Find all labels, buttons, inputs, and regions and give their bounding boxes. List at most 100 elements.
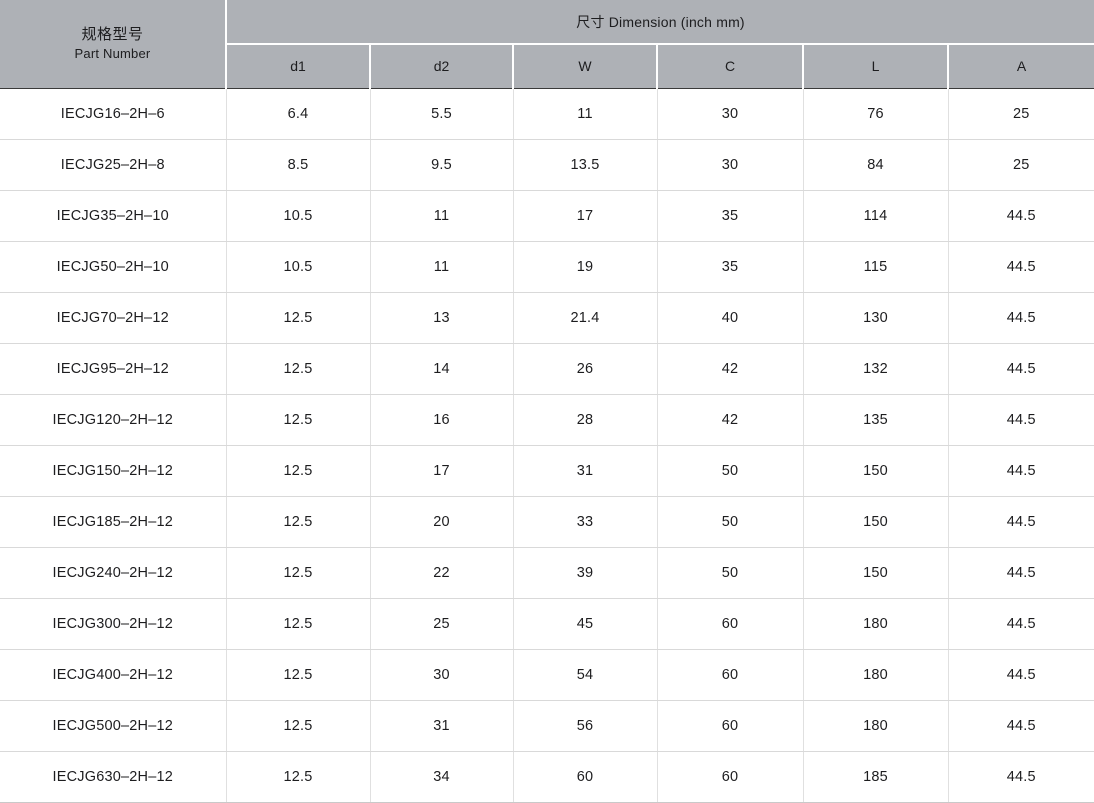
header-dimension-group: 尺寸 Dimension (inch mm) (226, 0, 1094, 45)
cell-part-number: IECJG400–2H–12 (0, 649, 227, 701)
cell-w: 13.5 (513, 139, 658, 191)
cell-d2: 22 (370, 547, 514, 599)
cell-w: 17 (513, 190, 658, 242)
cell-part-number: IECJG16–2H–6 (0, 88, 227, 140)
table-row: IECJG500–2H–12 12.5 31 56 60 180 44.5 (0, 700, 1094, 752)
cell-l: 180 (803, 649, 949, 701)
cell-d1: 12.5 (226, 496, 371, 548)
cell-w: 21.4 (513, 292, 658, 344)
cell-d1: 12.5 (226, 292, 371, 344)
cell-c: 60 (657, 751, 804, 803)
cell-d2: 34 (370, 751, 514, 803)
cell-a: 44.5 (948, 496, 1094, 548)
cell-l: 114 (803, 190, 949, 242)
cell-part-number: IECJG120–2H–12 (0, 394, 227, 446)
table-row: IECJG185–2H–12 12.5 20 33 50 150 44.5 (0, 496, 1094, 548)
cell-part-number: IECJG240–2H–12 (0, 547, 227, 599)
cell-d1: 12.5 (226, 343, 371, 395)
cell-d1: 10.5 (226, 190, 371, 242)
cell-a: 44.5 (948, 649, 1094, 701)
table-row: IECJG95–2H–12 12.5 14 26 42 132 44.5 (0, 343, 1094, 395)
cell-part-number: IECJG150–2H–12 (0, 445, 227, 497)
cell-a: 44.5 (948, 394, 1094, 446)
cell-part-number: IECJG95–2H–12 (0, 343, 227, 395)
cell-a: 25 (948, 139, 1094, 191)
cell-d1: 12.5 (226, 700, 371, 752)
cell-d1: 10.5 (226, 241, 371, 293)
cell-a: 44.5 (948, 343, 1094, 395)
cell-c: 50 (657, 445, 804, 497)
cell-w: 54 (513, 649, 658, 701)
cell-d1: 12.5 (226, 751, 371, 803)
cell-d1: 12.5 (226, 547, 371, 599)
cell-c: 50 (657, 496, 804, 548)
cell-a: 44.5 (948, 292, 1094, 344)
cell-c: 35 (657, 241, 804, 293)
cell-w: 26 (513, 343, 658, 395)
cell-d2: 5.5 (370, 88, 514, 140)
header-col-a: A (948, 44, 1094, 89)
cell-part-number: IECJG300–2H–12 (0, 598, 227, 650)
cell-a: 44.5 (948, 190, 1094, 242)
cell-d1: 12.5 (226, 598, 371, 650)
cell-d1: 8.5 (226, 139, 371, 191)
cell-d2: 16 (370, 394, 514, 446)
cell-d2: 20 (370, 496, 514, 548)
cell-w: 31 (513, 445, 658, 497)
cell-d2: 11 (370, 190, 514, 242)
table-row: IECJG300–2H–12 12.5 25 45 60 180 44.5 (0, 598, 1094, 650)
cell-l: 150 (803, 547, 949, 599)
cell-part-number: IECJG630–2H–12 (0, 751, 227, 803)
table-row: IECJG70–2H–12 12.5 13 21.4 40 130 44.5 (0, 292, 1094, 344)
cell-w: 39 (513, 547, 658, 599)
table-row: IECJG25–2H–8 8.5 9.5 13.5 30 84 25 (0, 139, 1094, 191)
cell-w: 28 (513, 394, 658, 446)
table-row: IECJG630–2H–12 12.5 34 60 60 185 44.5 (0, 751, 1094, 803)
cell-part-number: IECJG25–2H–8 (0, 139, 227, 191)
cell-w: 45 (513, 598, 658, 650)
cell-d2: 14 (370, 343, 514, 395)
header-part-number-cn: 规格型号 (81, 25, 144, 43)
header-col-l: L (803, 44, 949, 89)
cell-part-number: IECJG500–2H–12 (0, 700, 227, 752)
cell-d2: 17 (370, 445, 514, 497)
table-row: IECJG240–2H–12 12.5 22 39 50 150 44.5 (0, 547, 1094, 599)
cell-w: 33 (513, 496, 658, 548)
cell-d2: 31 (370, 700, 514, 752)
cell-w: 11 (513, 88, 658, 140)
cell-part-number: IECJG70–2H–12 (0, 292, 227, 344)
cell-d2: 11 (370, 241, 514, 293)
table-row: IECJG150–2H–12 12.5 17 31 50 150 44.5 (0, 445, 1094, 497)
cell-a: 44.5 (948, 751, 1094, 803)
header-col-d1: d1 (226, 44, 371, 89)
cell-l: 84 (803, 139, 949, 191)
header-row-group: 规格型号 Part Number 尺寸 Dimension (inch mm) (0, 0, 1094, 89)
cell-l: 115 (803, 241, 949, 293)
table-row: IECJG35–2H–10 10.5 11 17 35 114 44.5 (0, 190, 1094, 242)
cell-a: 44.5 (948, 700, 1094, 752)
cell-w: 56 (513, 700, 658, 752)
header-row-columns: d1 d2 W C L A (0, 44, 1094, 89)
cell-c: 60 (657, 598, 804, 650)
cell-d2: 13 (370, 292, 514, 344)
cell-a: 44.5 (948, 241, 1094, 293)
header-col-w: W (513, 44, 658, 89)
cell-c: 42 (657, 343, 804, 395)
cell-c: 30 (657, 139, 804, 191)
cell-l: 180 (803, 598, 949, 650)
cell-c: 35 (657, 190, 804, 242)
cell-part-number: IECJG50–2H–10 (0, 241, 227, 293)
cell-l: 135 (803, 394, 949, 446)
header-col-c: C (657, 44, 804, 89)
cell-c: 60 (657, 649, 804, 701)
table-row: IECJG120–2H–12 12.5 16 28 42 135 44.5 (0, 394, 1094, 446)
cell-a: 44.5 (948, 547, 1094, 599)
header-part-number: 规格型号 Part Number (0, 0, 227, 89)
cell-w: 60 (513, 751, 658, 803)
cell-l: 150 (803, 496, 949, 548)
cell-l: 130 (803, 292, 949, 344)
cell-d2: 9.5 (370, 139, 514, 191)
cell-d1: 12.5 (226, 394, 371, 446)
cell-part-number: IECJG185–2H–12 (0, 496, 227, 548)
